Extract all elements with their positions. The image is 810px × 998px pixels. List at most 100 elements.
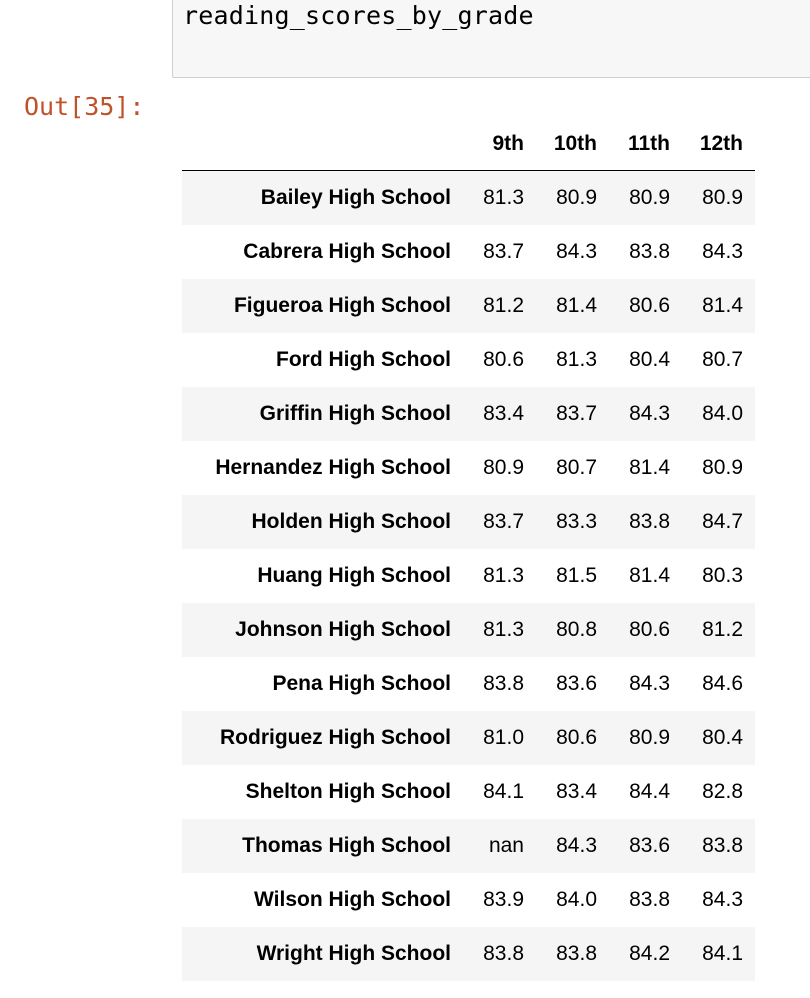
table-cell-9th: 81.2: [483, 294, 524, 317]
table-cell-12th: 84.3: [702, 240, 743, 263]
table-cell-9th: 81.0: [483, 726, 524, 749]
table-cell-10th: 84.3: [556, 240, 597, 263]
column-header-10th: 10th: [536, 118, 609, 171]
table-cell-9th: 83.4: [483, 402, 524, 425]
table-cell-11th: 80.6: [629, 294, 670, 317]
row-index-school-name: Holden High School: [251, 510, 452, 533]
table-cell-12th: 84.6: [702, 672, 743, 695]
row-index-school-name: Johnson High School: [235, 618, 451, 641]
row-index-school-name: Rodriguez High School: [220, 726, 451, 749]
table-cell-10th: 84.3: [556, 834, 597, 857]
table-row: Bailey High School 81.3 80.9 80.9 80.9: [182, 170, 755, 225]
table-cell-12th: 80.4: [702, 726, 743, 749]
table-row: Ford High School 80.6 81.3 80.4 80.7: [182, 333, 755, 387]
table-cell-9th: 81.3: [483, 618, 524, 641]
row-index-school-name: Shelton High School: [245, 780, 451, 803]
table-cell-12th: 84.0: [702, 402, 743, 425]
output-prompt: Out[35]:: [24, 92, 145, 121]
table-cell-10th: 81.3: [556, 348, 597, 371]
table-cell-9th: nan: [488, 834, 524, 857]
table-cell-10th: 80.7: [556, 456, 597, 479]
table-row: Figueroa High School 81.2 81.4 80.6 81.4: [182, 279, 755, 333]
table-cell-12th: 83.8: [702, 834, 743, 857]
table-cell-9th: 81.3: [483, 186, 524, 209]
table-cell-11th: 80.9: [629, 726, 670, 749]
row-index-school-name: Bailey High School: [260, 186, 451, 209]
table-cell-12th: 80.9: [702, 456, 743, 479]
table-cell-9th: 81.3: [483, 564, 524, 587]
table-cell-10th: 81.5: [556, 564, 597, 587]
table-row: Pena High School 83.8 83.6 84.3 84.6: [182, 657, 755, 711]
table-cell-11th: 80.6: [629, 618, 670, 641]
table-cell-11th: 81.4: [629, 564, 670, 587]
table-body: Bailey High School 81.3 80.9 80.9 80.9 Cabrer…: [182, 170, 755, 981]
table-cell-11th: 83.8: [629, 888, 670, 911]
table-cell-12th: 84.3: [702, 888, 743, 911]
dataframe-table: 9th 10th 11th 12th Bailey High School 81.…: [182, 118, 755, 981]
table-cell-10th: 80.6: [556, 726, 597, 749]
row-index-school-name: Wright High School: [256, 942, 451, 965]
table-row: Huang High School 81.3 81.5 81.4 80.3: [182, 549, 755, 603]
table-cell-9th: 83.7: [483, 510, 524, 533]
table-cell-10th: 83.4: [556, 780, 597, 803]
table-cell-12th: 80.7: [702, 348, 743, 371]
row-index-school-name: Wilson High School: [254, 888, 451, 911]
table-row: Holden High School 83.7 83.3 83.8 84.7: [182, 495, 755, 549]
table-cell-12th: 81.2: [702, 618, 743, 641]
table-row: Griffin High School 83.4 83.7 84.3 84.0: [182, 387, 755, 441]
table-cell-11th: 80.9: [629, 186, 670, 209]
table-cell-12th: 80.9: [702, 186, 743, 209]
table-cell-10th: 80.9: [556, 186, 597, 209]
table-row: Shelton High School 84.1 83.4 84.4 82.8: [182, 765, 755, 819]
row-index-school-name: Cabrera High School: [243, 240, 451, 263]
code-cell-source[interactable]: reading_scores_by_grade: [183, 1, 534, 30]
table-cell-9th: 83.7: [483, 240, 524, 263]
table-cell-10th: 83.6: [556, 672, 597, 695]
table-cell-11th: 84.4: [629, 780, 670, 803]
table-cell-12th: 84.1: [702, 942, 743, 965]
table-cell-10th: 84.0: [556, 888, 597, 911]
table-cell-10th: 81.4: [556, 294, 597, 317]
table-row: Wilson High School 83.9 84.0 83.8 84.3: [182, 873, 755, 927]
table-cell-10th: 83.3: [556, 510, 597, 533]
table-cell-9th: 84.1: [483, 780, 524, 803]
table-cell-11th: 83.8: [629, 510, 670, 533]
row-index-school-name: Pena High School: [272, 672, 451, 695]
table-header-row: 9th 10th 11th 12th: [182, 118, 755, 171]
table-row: Wright High School 83.8 83.8 84.2 84.1: [182, 927, 755, 981]
column-header-11th: 11th: [609, 118, 682, 171]
table-cell-12th: 82.8: [702, 780, 743, 803]
table-row: Cabrera High School 83.7 84.3 83.8 84.3: [182, 225, 755, 279]
row-index-school-name: Hernandez High School: [215, 456, 451, 479]
table-cell-11th: 84.2: [629, 942, 670, 965]
table-cell-9th: 80.6: [483, 348, 524, 371]
code-input-cell[interactable]: reading_scores_by_grade: [172, 0, 810, 78]
table-cell-11th: 84.3: [629, 402, 670, 425]
row-index-school-name: Thomas High School: [242, 834, 451, 857]
table-cell-12th: 81.4: [702, 294, 743, 317]
table-cell-10th: 83.7: [556, 402, 597, 425]
table-cell-11th: 84.3: [629, 672, 670, 695]
column-header-9th: 9th: [463, 118, 536, 171]
table-cell-11th: 83.6: [629, 834, 670, 857]
index-header: [182, 118, 463, 171]
table-cell-9th: 83.8: [483, 672, 524, 695]
table-cell-10th: 80.8: [556, 618, 597, 641]
table-cell-10th: 83.8: [556, 942, 597, 965]
table-row: Rodriguez High School 81.0 80.6 80.9 80.4: [182, 711, 755, 765]
table-cell-11th: 83.8: [629, 240, 670, 263]
table-row: Johnson High School 81.3 80.8 80.6 81.2: [182, 603, 755, 657]
table-cell-12th: 80.3: [702, 564, 743, 587]
row-index-school-name: Griffin High School: [259, 402, 451, 425]
table-row: Hernandez High School 80.9 80.7 81.4 80.9: [182, 441, 755, 495]
row-index-school-name: Ford High School: [276, 348, 451, 371]
table-cell-11th: 81.4: [629, 456, 670, 479]
table-cell-11th: 80.4: [629, 348, 670, 371]
row-index-school-name: Huang High School: [257, 564, 451, 587]
column-header-12th: 12th: [682, 118, 755, 171]
table-cell-9th: 83.8: [483, 942, 524, 965]
table-cell-12th: 84.7: [702, 510, 743, 533]
row-index-school-name: Figueroa High School: [233, 294, 451, 317]
table-cell-9th: 80.9: [483, 456, 524, 479]
table-cell-9th: 83.9: [483, 888, 524, 911]
